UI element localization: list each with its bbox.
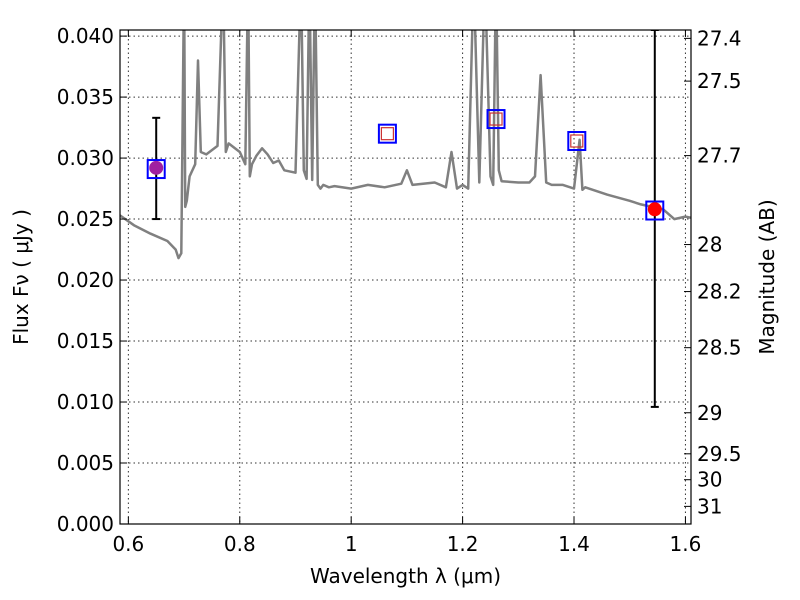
plot-area [120,30,691,408]
observed-point [647,202,662,217]
model-photometry-box [377,123,397,144]
model-photometry-box [486,109,506,130]
x-axis-title: Wavelength λ (μm) [310,564,501,588]
y2-axis-title: Magnitude (AB) [755,199,779,354]
x-tick-label: 1.4 [558,532,590,556]
predicted-marker [380,127,394,141]
y2-tick-label: 28 [697,233,722,257]
plot-frame [119,29,692,525]
x-tick-label: 1 [345,532,358,556]
predicted-marker [489,112,503,126]
axis-ticks: 0.6 0.8 1 1.2 1.4 1.6 0.000 0.005 0.010 0.015 0.02… [57,24,742,556]
y-tick-label: 0.015 [57,329,114,353]
y2-tick-label: 31 [697,494,722,518]
model-photometry-box [645,200,665,221]
y-axis-title: Flux Fν ( μJy ) [9,209,33,345]
grid-lines [120,30,691,524]
model-photometry-box [567,130,587,151]
y-tick-label: 0.000 [57,512,114,536]
y-tick-label: 0.020 [57,268,114,292]
y2-tick-label: 28.5 [697,336,742,360]
model-photometry-box [146,159,166,180]
x-tick-label: 0.8 [224,532,256,556]
x-tick-label: 1.6 [670,532,702,556]
y2-tick-label: 28.2 [697,280,742,304]
y-tick-label: 0.025 [57,207,114,231]
y2-tick-label: 29 [697,401,722,425]
y-tick-label: 0.040 [57,24,114,48]
predicted-marker [570,134,584,148]
model-spectrum-line [120,30,691,260]
y2-tick-label: 27.5 [697,69,742,93]
y-tick-label: 0.035 [57,85,114,109]
x-tick-label: 0.6 [112,532,144,556]
y2-tick-label: 29.5 [697,442,742,466]
observed-point [149,160,164,175]
y2-tick-label: 27.4 [697,26,742,50]
y2-tick-label: 30 [697,468,722,492]
y-tick-label: 0.030 [57,146,114,170]
x-tick-label: 1.2 [447,532,479,556]
y-tick-label: 0.005 [57,451,114,475]
y-tick-label: 0.010 [57,390,114,414]
y2-tick-label: 27.7 [697,144,742,168]
